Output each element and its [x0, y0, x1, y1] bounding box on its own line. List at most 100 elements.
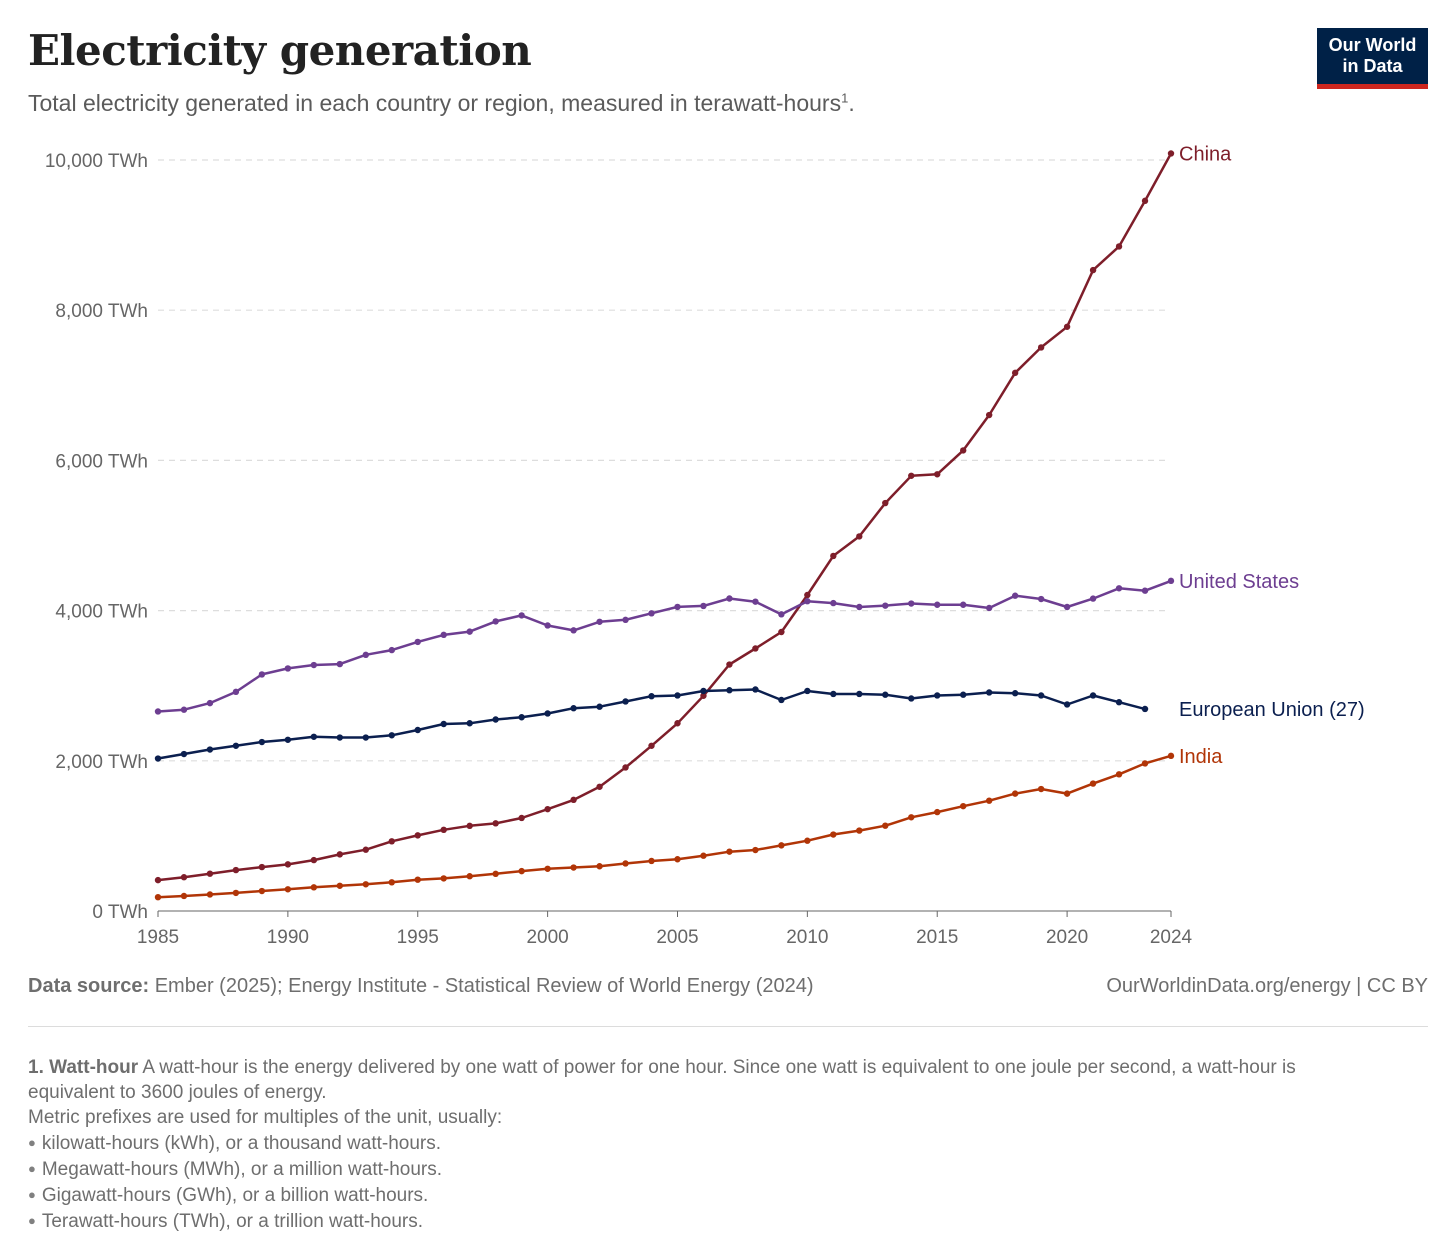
- logo-line-1: Our World: [1328, 35, 1417, 55]
- data-point-china: [232, 866, 240, 874]
- x-tick-label: 1995: [397, 927, 439, 948]
- data-point-european-union-27: [414, 726, 421, 734]
- chart-subtitle: Total electricity generated in each coun…: [28, 90, 855, 117]
- data-point-united-states: [336, 660, 344, 668]
- series-label-india: India: [1179, 746, 1223, 768]
- owid-logo[interactable]: Our World in Data: [1317, 28, 1428, 89]
- grid-layer: [158, 159, 1166, 762]
- data-point-china: [154, 876, 162, 884]
- data-point-european-union-27: [1037, 692, 1045, 699]
- footnote-definition-text: A watt-hour is the energy delivered by o…: [28, 1057, 1296, 1103]
- series-line-united-states: [157, 579, 1172, 713]
- data-point-india: [570, 864, 577, 871]
- data-point-india: [232, 889, 240, 897]
- data-point-china: [960, 447, 967, 454]
- x-tick-label: 2024: [1150, 927, 1193, 948]
- data-point-china: [726, 661, 733, 668]
- data-point-china: [752, 645, 759, 652]
- data-point-china: [985, 411, 993, 419]
- data-point-india: [622, 860, 629, 867]
- data-point-european-union-27: [284, 736, 292, 743]
- data-point-china: [1011, 369, 1019, 377]
- data-point-united-states: [1011, 592, 1019, 599]
- axis-layer: 0 TWh 2,000 TWh 4,000 TWh 6,000 TWh 8,000 TW…: [45, 151, 1193, 948]
- data-point-united-states: [440, 631, 447, 639]
- series-label-china: China: [1179, 143, 1232, 165]
- footnote-prefix-intro: Metric prefixes are used for multiples o…: [28, 1107, 503, 1128]
- data-point-india: [388, 879, 395, 886]
- data-point-india: [674, 856, 681, 863]
- data-point-european-union-27: [362, 734, 369, 741]
- credit-link[interactable]: OurWorldinData.org/energy | CC BY: [1106, 975, 1428, 997]
- y-tick-label: 6,000 TWh: [55, 451, 148, 472]
- data-point-european-union-27: [752, 686, 759, 693]
- prefix-list-item: Megawatt-hours (MWh), or a million watt-…: [28, 1156, 1338, 1182]
- data-point-china: [648, 742, 655, 749]
- data-point-china: [778, 628, 785, 636]
- data-point-china: [1089, 266, 1097, 274]
- data-point-european-union-27: [726, 687, 733, 694]
- data-point-united-states: [284, 665, 292, 672]
- data-point-india: [752, 846, 759, 854]
- data-point-china: [908, 472, 915, 479]
- data-point-united-states: [310, 661, 318, 669]
- data-point-united-states: [544, 622, 551, 629]
- data-point-united-states: [960, 601, 967, 608]
- series-label-european-union-27: European Union (27): [1179, 699, 1365, 721]
- y-tick-label: 4,000 TWh: [55, 602, 148, 623]
- data-point-united-states: [1167, 577, 1175, 585]
- data-point-india: [1115, 771, 1123, 778]
- subtitle-text: Total electricity generated in each coun…: [28, 90, 842, 116]
- data-point-india: [1141, 760, 1149, 767]
- data-point-european-union-27: [908, 695, 915, 702]
- series-line-china: [157, 152, 1173, 882]
- data-point-china: [1037, 344, 1045, 351]
- x-tick-label: 2005: [656, 927, 698, 948]
- data-point-china: [1167, 150, 1175, 157]
- data-point-china: [284, 861, 292, 868]
- data-point-china: [1063, 323, 1071, 330]
- subtitle-footnote-marker[interactable]: 1: [841, 90, 849, 106]
- line-chart[interactable]: 0 TWh 2,000 TWh 4,000 TWh 6,000 TWh 8,000 TW…: [0, 130, 1456, 960]
- data-point-india: [362, 881, 369, 888]
- data-point-european-union-27: [1063, 701, 1071, 708]
- data-point-united-states: [180, 706, 188, 713]
- data-point-european-union-27: [570, 705, 577, 712]
- data-point-india: [778, 842, 785, 849]
- data-point-china: [180, 874, 188, 881]
- data-point-india: [804, 837, 811, 844]
- data-point-india: [856, 827, 863, 834]
- data-point-china: [934, 471, 941, 478]
- data-point-european-union-27: [934, 692, 941, 699]
- x-tick-label: 1985: [137, 927, 179, 948]
- data-point-china: [700, 692, 707, 699]
- subtitle-end: .: [848, 90, 855, 116]
- data-point-china: [518, 814, 525, 822]
- data-point-european-union-27: [544, 710, 551, 717]
- data-point-european-union-27: [180, 750, 188, 758]
- data-point-india: [1037, 785, 1045, 793]
- data-point-united-states: [1141, 587, 1149, 594]
- data-point-india: [1167, 752, 1175, 760]
- data-point-india: [700, 852, 707, 859]
- data-point-india: [1011, 790, 1019, 797]
- y-tick-label: 8,000 TWh: [55, 301, 148, 322]
- data-point-united-states: [154, 708, 162, 715]
- data-point-china: [674, 720, 681, 727]
- data-point-china: [362, 846, 369, 853]
- data-point-united-states: [1063, 603, 1071, 611]
- data-point-china: [440, 826, 447, 834]
- data-point-china: [882, 499, 889, 507]
- data-point-european-union-27: [1141, 705, 1149, 713]
- data-point-india: [1089, 780, 1097, 787]
- data-point-european-union-27: [596, 703, 603, 710]
- x-tick-label: 2015: [916, 927, 958, 948]
- data-point-european-union-27: [1011, 690, 1019, 697]
- data-point-united-states: [362, 651, 369, 659]
- data-point-united-states: [804, 598, 811, 605]
- data-point-china: [596, 783, 603, 790]
- data-point-united-states: [726, 595, 733, 602]
- data-point-china: [492, 820, 499, 827]
- data-point-india: [518, 867, 525, 875]
- data-point-united-states: [1037, 595, 1045, 603]
